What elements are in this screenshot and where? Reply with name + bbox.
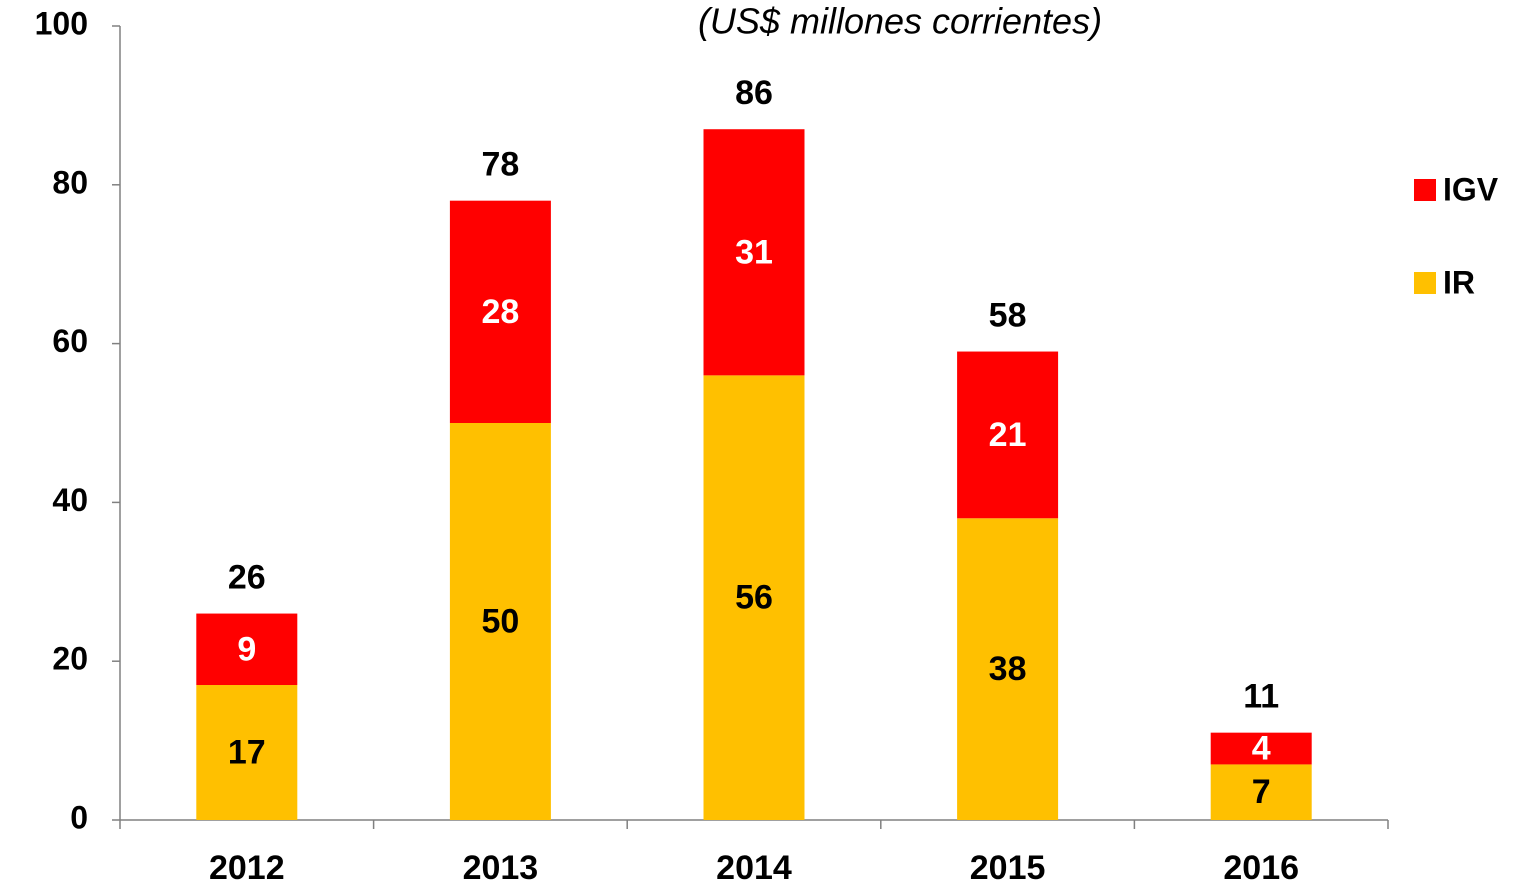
bar-segment — [957, 351, 1059, 519]
data-label: 9 — [237, 630, 256, 668]
bar-segment — [196, 613, 298, 686]
data-label: 4 — [1252, 730, 1271, 768]
data-label: 28 — [481, 293, 519, 331]
x-tick-label: 2013 — [463, 849, 539, 887]
bar-segment — [449, 423, 551, 820]
y-tick-label: 100 — [35, 5, 88, 41]
bar-segment — [1210, 764, 1312, 820]
data-label: 31 — [735, 233, 773, 271]
bar-segment — [196, 685, 298, 820]
x-tick-label: 2014 — [716, 849, 792, 887]
x-tick-label: 2016 — [1223, 849, 1299, 887]
chart-subtitle: (US$ millones corrientes) — [698, 1, 1102, 42]
data-label: 38 — [989, 650, 1027, 688]
data-label: 17 — [228, 733, 266, 771]
y-tick-label: 80 — [52, 164, 88, 200]
bar-segment — [957, 518, 1059, 820]
legend-label: IGV — [1443, 171, 1499, 207]
legend-swatch — [1414, 179, 1436, 201]
y-tick-label: 20 — [52, 641, 88, 677]
bar-segment — [449, 200, 551, 423]
bar-segment — [703, 129, 805, 376]
bar-segment — [1210, 732, 1312, 765]
bar-segment — [703, 375, 805, 820]
total-label: 86 — [735, 74, 773, 112]
total-label: 58 — [989, 297, 1027, 335]
data-label: 50 — [481, 602, 519, 640]
total-label: 78 — [481, 146, 519, 184]
total-label: 11 — [1243, 678, 1279, 716]
legend-label: IR — [1443, 264, 1475, 300]
data-label: 7 — [1252, 773, 1271, 811]
data-label: 56 — [735, 579, 773, 617]
y-tick-label: 0 — [70, 799, 88, 835]
total-label: 26 — [228, 559, 266, 597]
y-tick-label: 60 — [52, 323, 88, 359]
x-tick-label: 2012 — [209, 849, 285, 887]
x-tick-label: 2015 — [970, 849, 1046, 887]
y-tick-label: 40 — [52, 482, 88, 518]
data-label: 21 — [989, 416, 1027, 454]
legend-swatch — [1414, 272, 1436, 294]
